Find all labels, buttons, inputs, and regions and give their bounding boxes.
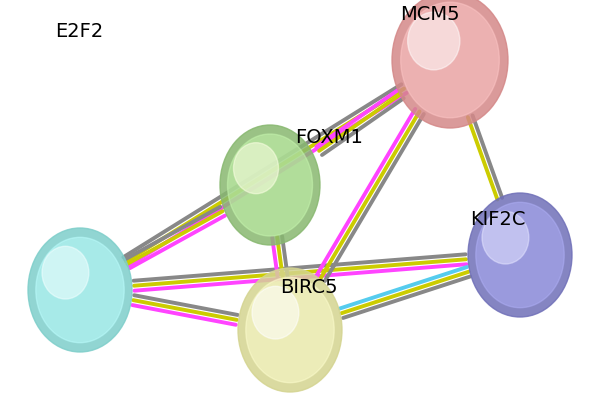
Ellipse shape [407,12,460,70]
Ellipse shape [238,268,342,392]
Ellipse shape [468,193,572,317]
Ellipse shape [392,0,508,128]
Ellipse shape [401,2,499,118]
Ellipse shape [220,125,320,245]
Text: FOXM1: FOXM1 [295,128,363,147]
Text: MCM5: MCM5 [400,5,460,24]
Ellipse shape [476,202,564,308]
Ellipse shape [227,134,313,236]
Text: KIF2C: KIF2C [470,210,526,229]
Ellipse shape [36,237,124,343]
Ellipse shape [233,143,278,194]
Text: BIRC5: BIRC5 [280,278,338,297]
Ellipse shape [246,277,334,383]
Ellipse shape [42,246,89,299]
Text: E2F2: E2F2 [55,22,103,41]
Ellipse shape [28,228,132,352]
Ellipse shape [482,211,529,264]
Ellipse shape [252,286,299,339]
